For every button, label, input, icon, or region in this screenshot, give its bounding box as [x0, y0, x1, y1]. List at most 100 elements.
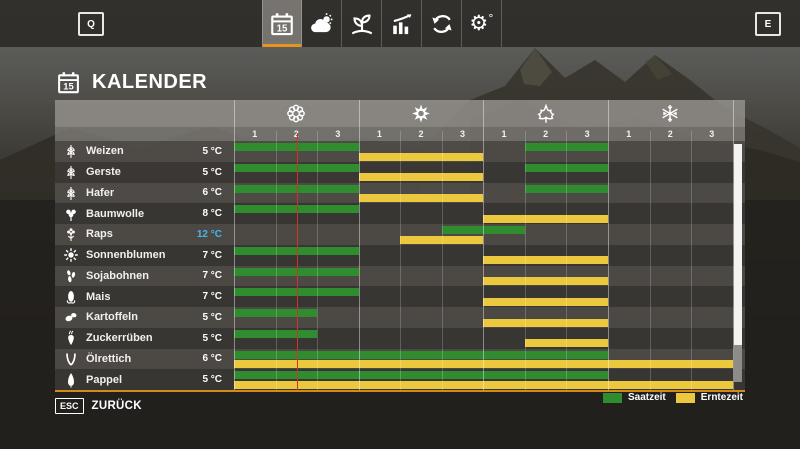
sow-bar: [234, 163, 359, 172]
period-label: 2: [667, 129, 673, 139]
prev-tab-key-hint[interactable]: Q: [78, 12, 104, 36]
soybean-icon: [63, 268, 79, 284]
sunflower-icon: [63, 247, 79, 263]
harvest-bar: [234, 380, 733, 389]
harvest-bar: [524, 339, 608, 348]
harvest-bar: [400, 235, 484, 244]
calendar-icon: 15: [56, 70, 81, 95]
sow-bar: [234, 205, 359, 214]
harvest-bar: [234, 360, 733, 368]
gear-icon: ⚙°: [469, 11, 494, 35]
next-tab-key-hint[interactable]: E: [755, 12, 781, 36]
crop-row[interactable]: Baumwolle 8 °C: [55, 203, 745, 224]
legend-label: Erntezeit: [700, 392, 743, 403]
blossom-icon: [286, 103, 307, 124]
crop-row[interactable]: Zuckerrüben 5 °C: [55, 327, 745, 349]
crop-row[interactable]: Ölrettich 6 °C: [55, 348, 745, 370]
harvest-bar: [483, 318, 608, 327]
sow-bar: [524, 163, 608, 172]
sow-bar: [234, 329, 318, 338]
sow-bar: [524, 184, 608, 193]
sow-bar: [234, 184, 359, 193]
crop-row[interactable]: Raps 12 °C: [55, 224, 745, 245]
oat-icon: [63, 185, 79, 201]
harvest-bar: [483, 277, 608, 285]
back-button[interactable]: ESC ZURÜCK: [55, 398, 142, 414]
tab-weather[interactable]: [302, 0, 342, 47]
crop-row[interactable]: Kartoffeln 5 °C: [55, 307, 745, 328]
top-menu-bar: Q 15 ⚙° E: [0, 0, 800, 47]
period-label: 1: [501, 129, 507, 139]
crop-temperature: 5 °C: [202, 332, 222, 344]
crop-row[interactable]: Hafer 6 °C: [55, 182, 745, 204]
legend: Saatzeit Erntezeit: [602, 392, 743, 403]
period-label: 3: [709, 129, 715, 139]
crop-name: Baumwolle: [86, 207, 145, 220]
crop-temperature: 7 °C: [202, 270, 222, 282]
scrollbar-thumb[interactable]: [734, 144, 742, 345]
barley-icon: [63, 164, 79, 180]
tab-economy[interactable]: [422, 0, 462, 47]
poplar-icon: [63, 372, 79, 388]
crop-temperature: 5 °C: [202, 374, 222, 386]
harvest-bar: [483, 256, 608, 265]
selected-tab-underline: [263, 44, 301, 47]
tab-statistics[interactable]: [382, 0, 422, 47]
sow-bar: [441, 226, 525, 234]
scrollbar[interactable]: [734, 144, 742, 382]
crop-name: Mais: [86, 290, 111, 303]
crop-temperature: 5 °C: [202, 166, 222, 178]
crop-temperature: 12 °C: [196, 228, 222, 240]
page-title: KALENDER: [92, 71, 208, 93]
legend-swatch: [602, 392, 622, 403]
sprout-icon: [349, 11, 375, 37]
cycle-arrows-icon: [429, 11, 455, 37]
svg-text:15: 15: [277, 23, 288, 34]
snowflake-icon: [660, 103, 681, 124]
period-label: 1: [252, 129, 258, 139]
esc-key-hint: ESC: [55, 398, 84, 414]
potato-icon: [63, 309, 79, 325]
tab-crops[interactable]: [342, 0, 382, 47]
calendar-rows: Weizen 5 °C Gerste 5 °C Hafer 6 °C Baumwolle 8 …: [55, 141, 745, 390]
svg-text:15: 15: [63, 82, 73, 92]
tab-calendar[interactable]: 15: [262, 0, 302, 47]
crop-temperature: 7 °C: [202, 291, 222, 303]
crop-temperature: 8 °C: [202, 208, 222, 220]
period-label: 1: [626, 129, 632, 139]
tab-settings[interactable]: ⚙°: [462, 0, 502, 47]
statistics-icon: [389, 11, 415, 37]
crop-row[interactable]: Weizen 5 °C: [55, 141, 745, 162]
wheat-icon: [63, 143, 79, 159]
crop-row[interactable]: Sonnenblumen 7 °C: [55, 244, 745, 266]
harvest-bar: [358, 173, 484, 182]
page-header: 15 KALENDER: [56, 70, 207, 95]
crop-name: Raps: [86, 228, 113, 241]
period-label: 3: [460, 129, 466, 139]
crop-temperature: 5 °C: [202, 311, 222, 323]
oilradish-icon: [63, 351, 79, 367]
crop-row[interactable]: Sojabohnen 7 °C: [55, 265, 745, 287]
cotton-icon: [63, 206, 79, 222]
sow-bar: [234, 246, 359, 255]
calendar-panel: 1 2 3 1 2 3 1 2 3 1 2 3 Weizen 5 °C Gerste 5 °C Hafer 6 …: [55, 100, 745, 392]
menu-tabs: 15 ⚙°: [262, 0, 502, 47]
crop-row[interactable]: Mais 7 °C: [55, 286, 745, 307]
period-band: 1 2 3 1 2 3 1 2 3 1 2 3: [55, 127, 745, 141]
period-label: 2: [543, 129, 549, 139]
period-label: 2: [418, 129, 424, 139]
harvest-bar: [483, 214, 608, 223]
legend-item: Erntezeit: [675, 392, 743, 403]
crop-temperature: 6 °C: [202, 353, 222, 365]
crop-row[interactable]: Gerste 5 °C: [55, 161, 745, 183]
period-label: 3: [584, 129, 590, 139]
current-day-marker: [297, 133, 299, 390]
legend-swatch: [675, 392, 695, 403]
crop-temperature: 6 °C: [202, 187, 222, 199]
crop-row[interactable]: Pappel 5 °C: [55, 369, 745, 390]
crop-name: Hafer: [86, 186, 115, 199]
crop-name: Gerste: [86, 166, 121, 179]
period-label: 1: [376, 129, 382, 139]
crop-name: Kartoffeln: [86, 311, 138, 324]
